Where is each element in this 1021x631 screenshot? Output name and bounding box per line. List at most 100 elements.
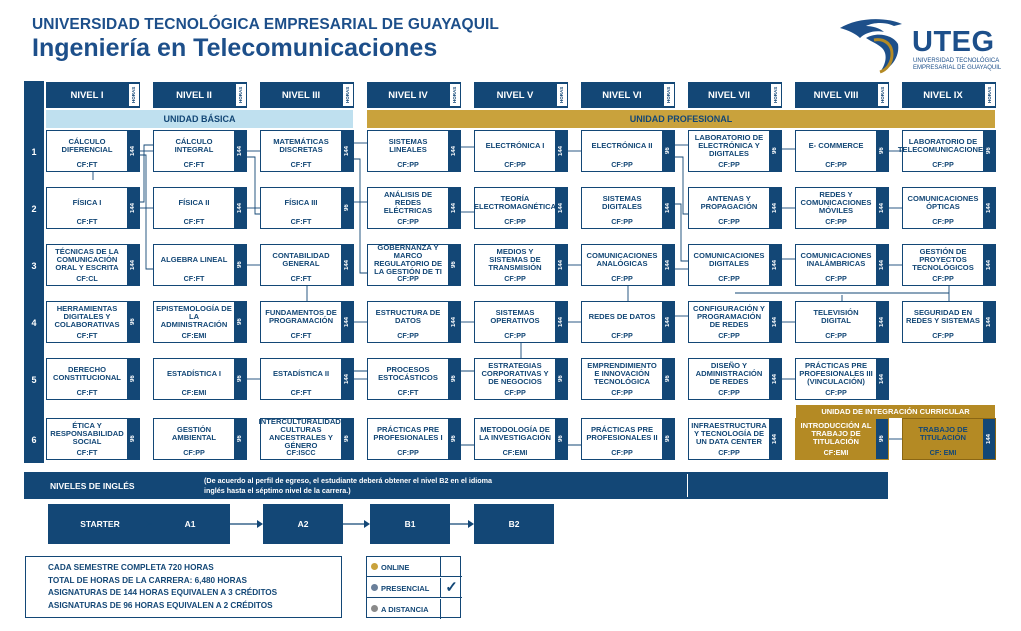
course-hours: 144 [876, 302, 888, 342]
course-box: PRÁCTICAS PRE PROFESIONALES II CF:PP 96 [581, 418, 675, 460]
course-box: DERECHO CONSTITUCIONAL CF:FT 96 [46, 358, 140, 400]
level-header: NIVEL VIII HORAS [795, 82, 889, 108]
course-code: CF:PP [932, 160, 954, 169]
course-hours-value: 96 [879, 147, 885, 155]
english-levels-banner: NIVELES DE INGLÉS (De acuerdo al perfil … [24, 472, 888, 499]
course-code: CF:FT [290, 217, 312, 226]
course-code: CF:PP [611, 217, 633, 226]
course-box: ANÁLISIS DE REDES ELÉCTRICAS CF:PP 144 [367, 187, 461, 229]
prerequisite-line [140, 144, 153, 203]
course-name: PRÁCTICAS PRE PROFESIONALES III (VINCULA… [799, 361, 873, 386]
course-hours-value: 96 [237, 318, 243, 326]
course-hours: 144 [127, 245, 139, 285]
course-code: CF:PP [932, 331, 954, 340]
course-hours-value: 96 [130, 435, 136, 443]
course-hours-value: 96 [237, 435, 243, 443]
course-hours-value: 144 [130, 203, 136, 214]
course-hours-value: 96 [558, 375, 564, 383]
divider [687, 474, 688, 497]
course-code: CF:EMI [181, 388, 207, 397]
course-box: REDES Y COMUNICACIONES MÓVILES CF:PP 144 [795, 187, 889, 229]
legend-dot [371, 605, 378, 612]
row-number-bar [24, 81, 44, 463]
course-name: ELECTRÓNICA II [591, 141, 653, 150]
course-name: DISEÑO Y ADMINISTRACIÓN DE REDES [695, 361, 763, 386]
course-box: ÉTICA Y RESPONSABILIDAD SOCIAL CF:FT 96 [46, 418, 140, 460]
course-box: MEDIOS Y SISTEMAS DE TRANSMISIÓN CF:PP 144 [474, 244, 568, 286]
level-label: NIVEL VIII [813, 90, 859, 101]
course-hours-value: 144 [879, 203, 885, 214]
course-box: E- COMMERCE CF:PP 96 [795, 130, 889, 172]
course-box: FUNDAMENTOS DE PROGRAMACIÓN CF:FT 144 [260, 301, 354, 343]
course-hours: 96 [127, 359, 139, 399]
course-hours: 144 [341, 359, 353, 399]
course-hours: 144 [448, 188, 460, 228]
course-name: ELECTRÓNICA I [485, 141, 545, 150]
course-name: FUNDAMENTOS DE PROGRAMACIÓN [265, 308, 337, 325]
level-label: NIVEL III [281, 90, 321, 101]
course-hours-value: 96 [451, 435, 457, 443]
course-hours-value: 96 [665, 375, 671, 383]
course-code: CF:FT [183, 217, 205, 226]
course-hours-value: 96 [344, 435, 350, 443]
legend-check [440, 557, 462, 577]
english-level-box: A2 [263, 504, 343, 544]
course-hours: 144 [983, 302, 995, 342]
course-hours: 144 [555, 245, 567, 285]
unit-basica: UNIDAD BÁSICA [46, 110, 353, 128]
course-hours: 144 [448, 131, 460, 171]
course-hours: 96 [555, 359, 567, 399]
course-code: CF:PP [718, 448, 740, 457]
course-hours: 144 [341, 131, 353, 171]
course-code: CF:FT [290, 274, 312, 283]
course-code: CF:PP [183, 448, 205, 457]
course-code: CF:CL [76, 274, 98, 283]
course-hours-value: 144 [237, 203, 243, 214]
course-name: CONFIGURACIÓN Y PROGRAMACIÓN DE REDES [692, 304, 765, 329]
course-name: DERECHO CONSTITUCIONAL [53, 365, 121, 382]
course-name: CONTABILIDAD GENERAL [272, 251, 330, 268]
course-box: CÁLCULO DIFERENCIAL CF:FT 144 [46, 130, 140, 172]
course-name: PROCESOS ESTOCÁSTICOS [378, 365, 438, 382]
course-hours: 144 [555, 131, 567, 171]
course-code: CF:PP [932, 274, 954, 283]
level-label: NIVEL IV [388, 90, 428, 101]
hours-header: HORAS [557, 84, 567, 106]
level-header: NIVEL III HORAS [260, 82, 354, 108]
course-hours-value: 144 [558, 260, 564, 271]
course-code: CF:PP [611, 160, 633, 169]
legend-dot [371, 563, 378, 570]
course-hours-value: 144 [344, 146, 350, 157]
course-code: CF:EMI [823, 448, 849, 457]
course-code: CF:PP [718, 217, 740, 226]
legend-label: A DISTANCIA [381, 605, 429, 614]
course-hours-value: 96 [130, 318, 136, 326]
course-hours: 96 [769, 131, 781, 171]
course-box: ALGEBRA LINEAL CF:FT 96 [153, 244, 247, 286]
course-hours: 144 [876, 359, 888, 399]
level-label: NIVEL IX [923, 90, 963, 101]
course-box: TRABAJO DE TITULACIÓN CF: EMI 144 [902, 418, 996, 460]
course-code: CF:FT [290, 388, 312, 397]
course-hours: 96 [234, 419, 246, 459]
course-name: TEORÍA ELECTROMAGNÉTICA [473, 194, 557, 211]
course-hours: 96 [876, 419, 888, 459]
level-label: NIVEL VI [602, 90, 642, 101]
course-box: LABORATORIO DE TELECOMUNICACIONES CF:PP 96 [898, 130, 996, 172]
course-name: EPISTEMOLOGÍA DE LA ADMINISTRACIÓN [156, 304, 232, 329]
course-code: CF:PP [504, 388, 526, 397]
course-code: CF:FT [76, 160, 98, 169]
course-name: FÍSICA I [72, 198, 102, 207]
course-name: TRABAJO DE TITULACIÓN [918, 425, 968, 442]
course-code: CF:FT [183, 274, 205, 283]
course-code: CF:PP [932, 217, 954, 226]
course-code: CF:FT [76, 388, 98, 397]
level-label: NIVEL I [70, 90, 104, 101]
course-name: ESTRATEGIAS CORPORATIVAS Y DE NEGOCIOS [481, 361, 549, 386]
course-hours-value: 96 [772, 147, 778, 155]
course-hours-value: 144 [665, 317, 671, 328]
course-box: ESTRATEGIAS CORPORATIVAS Y DE NEGOCIOS CF… [474, 358, 568, 400]
prerequisite-line [354, 158, 367, 274]
course-hours: 144 [127, 131, 139, 171]
course-code: CF:PP [611, 448, 633, 457]
